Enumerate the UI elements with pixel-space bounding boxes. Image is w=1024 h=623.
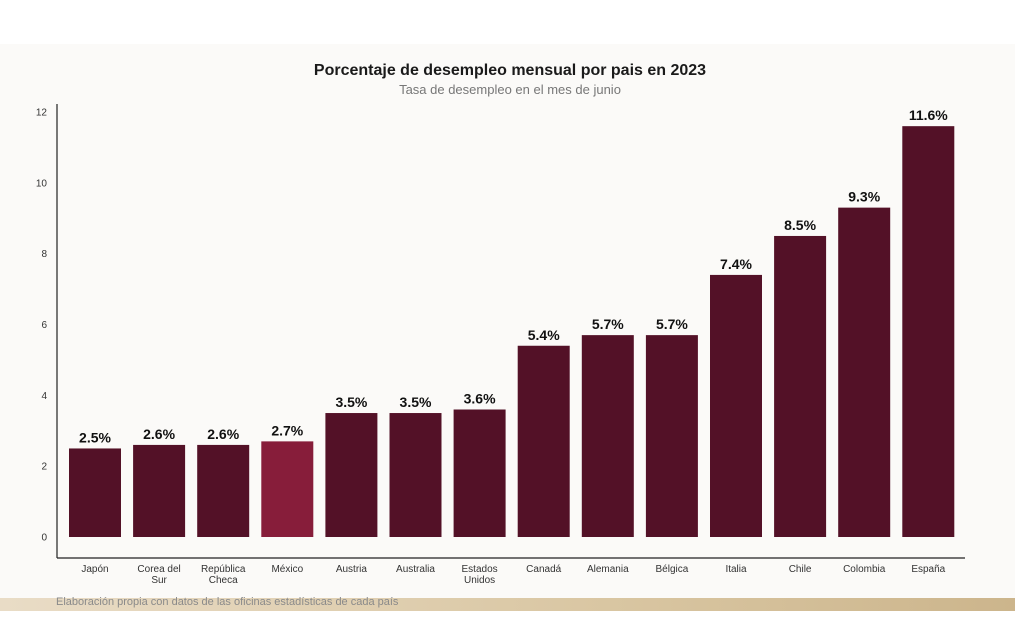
data-label: 11.6% (909, 107, 948, 123)
data-label: 2.6% (207, 426, 239, 442)
bar (69, 448, 121, 537)
x-tick-label: Chile (789, 564, 812, 575)
bar (645, 335, 698, 537)
data-label: 5.4% (528, 327, 560, 343)
x-tick-label: Canadá (526, 564, 561, 575)
bar (710, 274, 762, 537)
data-label: 5.7% (592, 316, 624, 332)
x-tick-label: Australia (396, 564, 435, 575)
data-label: 9.3% (848, 189, 880, 205)
chart-subtitle: Tasa de desempleo en el mes de junio (399, 82, 621, 97)
x-tick-label: Alemania (587, 564, 629, 575)
data-label: 3.6% (464, 391, 496, 407)
y-tick-label: 10 (36, 178, 48, 189)
y-tick-label: 4 (41, 391, 47, 402)
y-tick-label: 6 (41, 320, 47, 331)
data-label: 2.7% (271, 422, 303, 438)
x-tick-label: Colombia (843, 564, 886, 575)
bar (581, 335, 634, 537)
y-tick-label: 12 (36, 108, 48, 119)
bar (902, 126, 955, 538)
x-tick-label: Austria (336, 564, 368, 575)
decorative-footer-band (0, 598, 1015, 611)
y-tick-label: 8 (41, 249, 47, 260)
bar (389, 413, 442, 537)
bar (197, 444, 250, 537)
x-tick-label: Italia (725, 564, 747, 575)
bar (133, 444, 186, 537)
data-label: 5.7% (656, 316, 688, 332)
data-label: 3.5% (400, 394, 432, 410)
y-tick-label: 2 (41, 462, 47, 473)
x-tick-label: Corea del Sur (137, 564, 180, 586)
x-tick-label: Estados Unidos (462, 564, 498, 586)
data-label: 2.5% (79, 429, 111, 445)
data-label: 3.5% (335, 394, 367, 410)
bar (774, 235, 827, 538)
x-tick-label: Bélgica (655, 564, 688, 575)
x-tick-label: España (911, 564, 945, 575)
data-label: 7.4% (720, 256, 752, 272)
bar (453, 409, 506, 537)
bar (517, 345, 570, 537)
bars: 2.5% 2.6% 2.6% 2.7% 3.5% 3.5% 3.6% 5.4% 5.7% 5.7%… (69, 107, 955, 538)
bar (261, 441, 314, 537)
source-note: Elaboración propia con datos de las ofic… (56, 596, 399, 608)
bar (325, 413, 378, 537)
chart-title: Porcentaje de desempleo mensual por pais… (314, 62, 706, 79)
data-label: 2.6% (143, 426, 175, 442)
bar (838, 207, 891, 537)
data-label: 8.5% (784, 217, 816, 233)
y-tick-label: 0 (41, 533, 47, 544)
x-tick-label: República Checa (201, 564, 246, 586)
x-axis-labels: Japón Corea del Sur República Checa México Aus… (81, 564, 945, 586)
x-tick-label: Japón (81, 564, 108, 575)
y-axis-ticks: 0 2 4 6 8 10 12 (36, 108, 48, 544)
x-tick-label: México (271, 564, 303, 575)
